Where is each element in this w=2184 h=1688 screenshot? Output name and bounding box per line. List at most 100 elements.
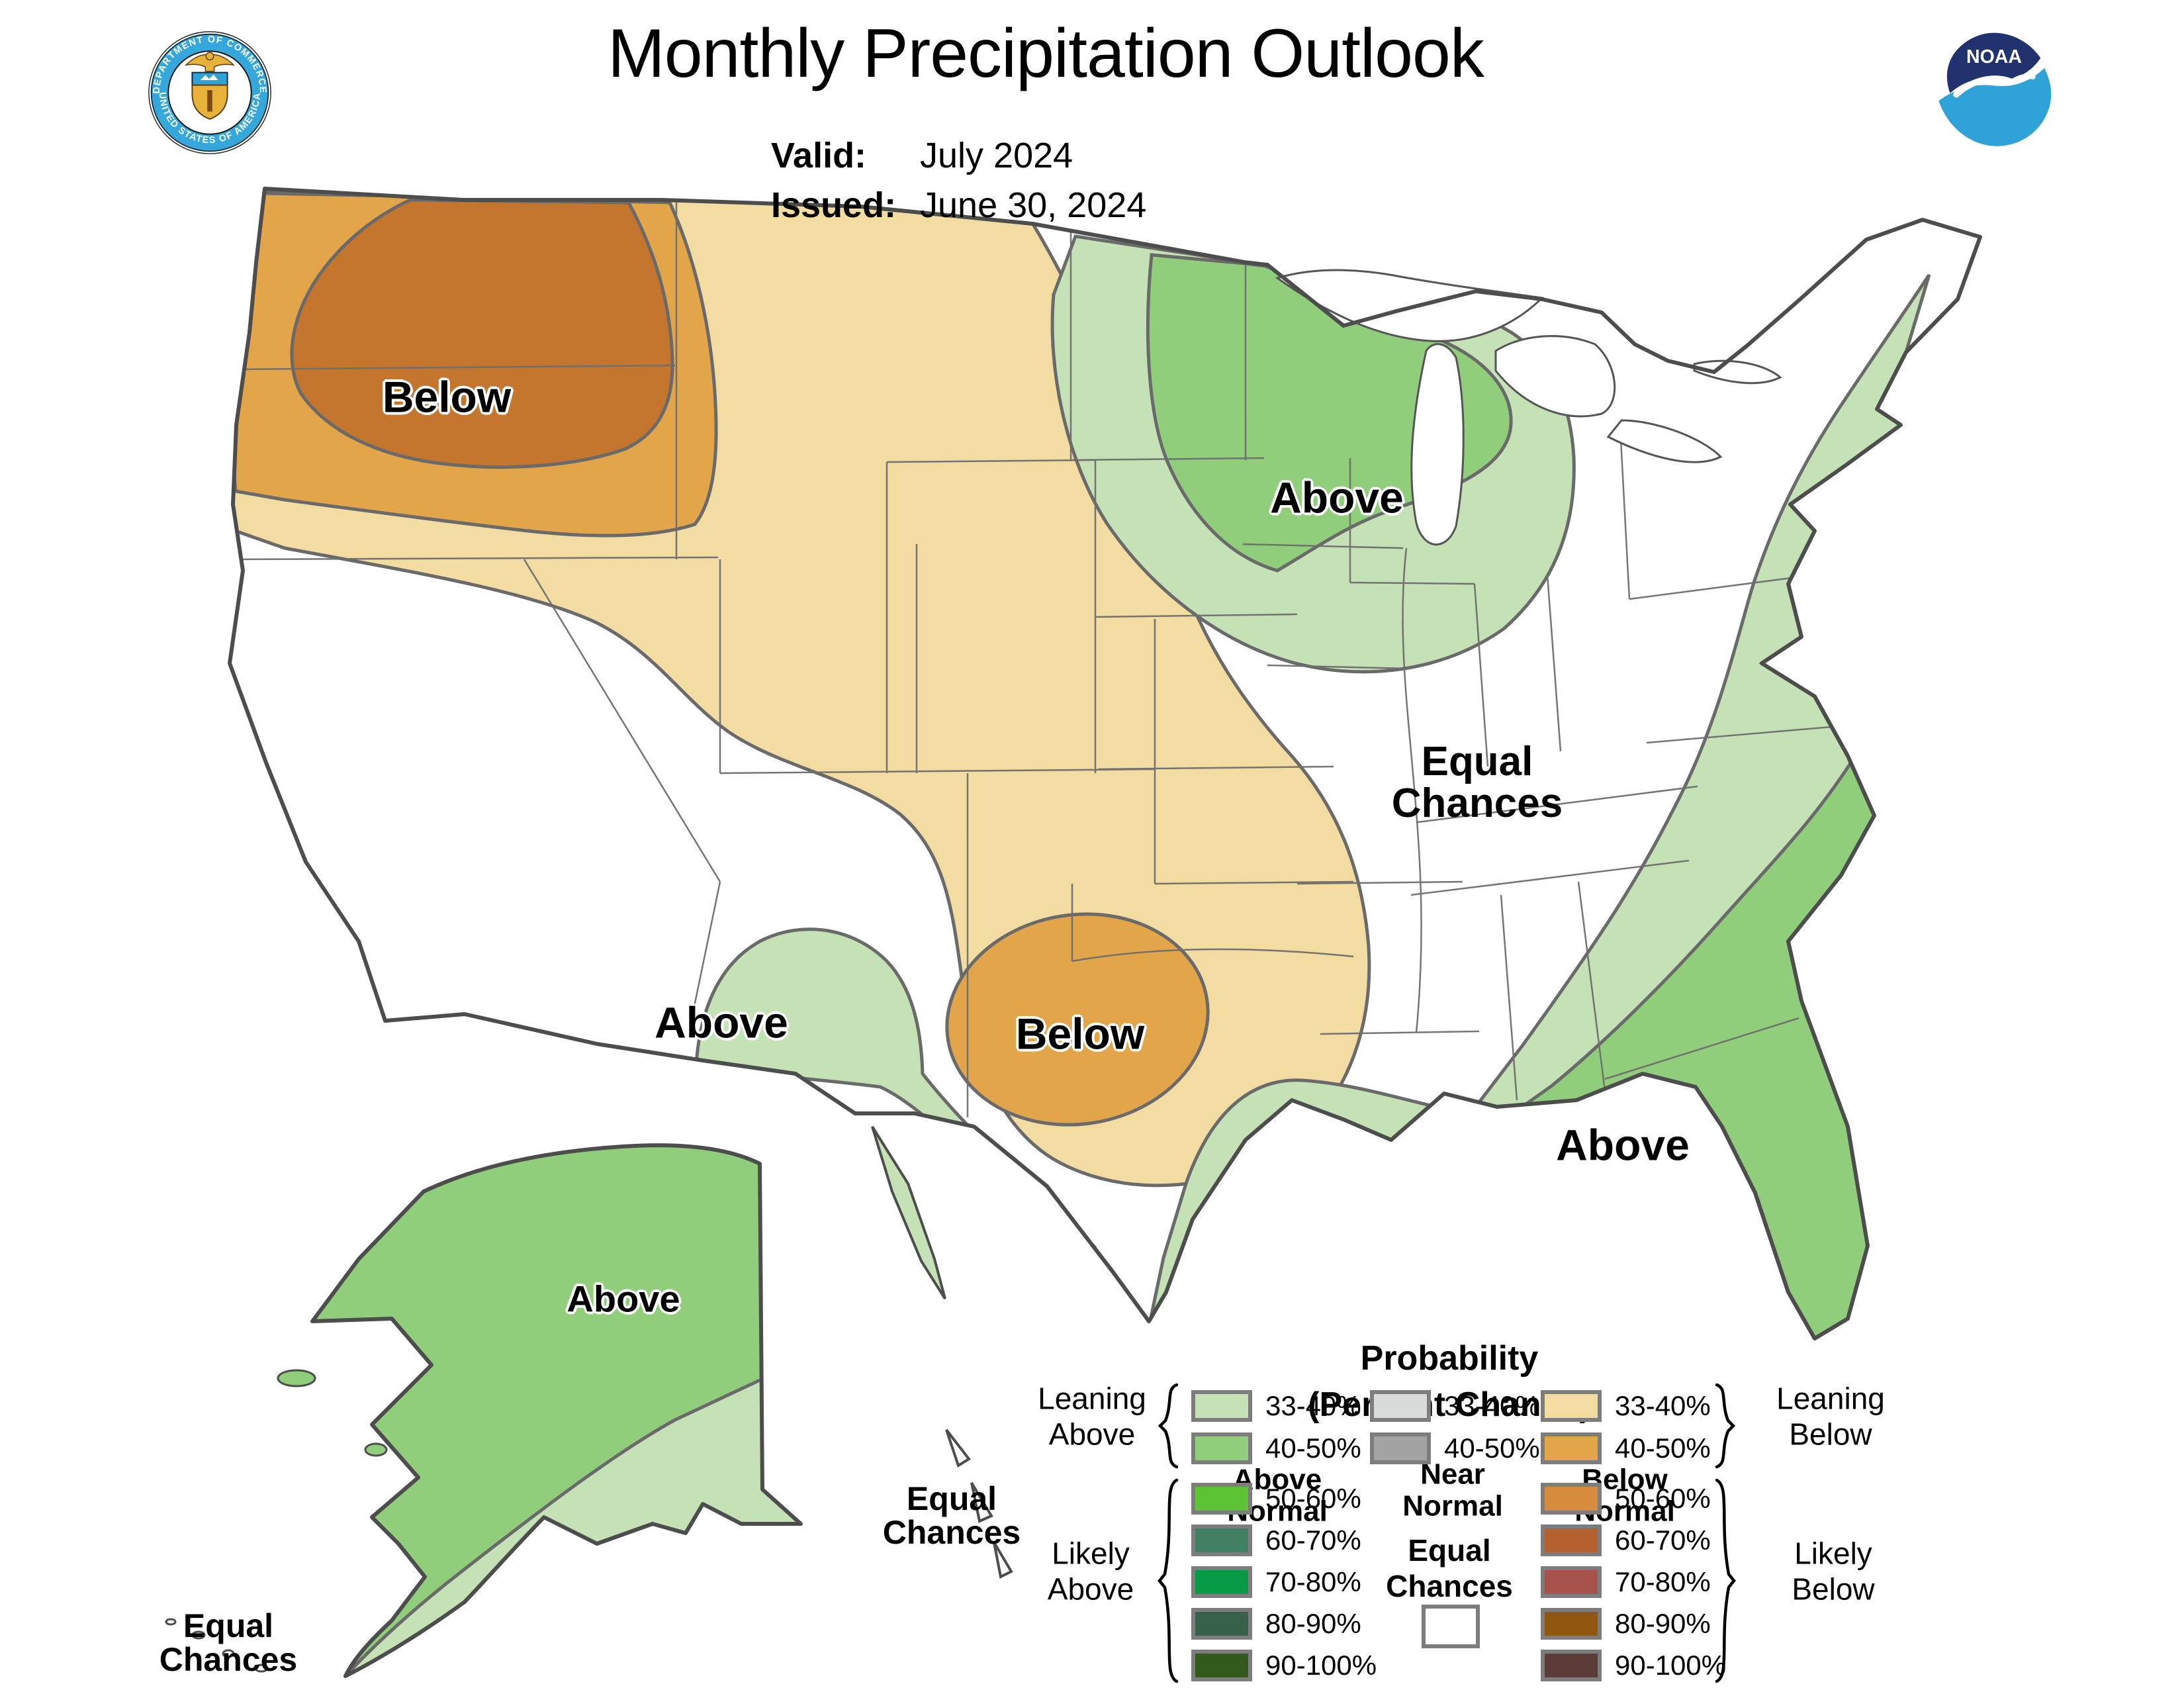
legend-col-near-normal: Near Normal xyxy=(1402,1458,1503,1523)
pct-above-40-50: 40-50% xyxy=(1265,1432,1361,1464)
brace-likely-above-icon xyxy=(1158,1478,1179,1683)
pct-below-60-70: 60-70% xyxy=(1615,1524,1711,1556)
likely-above-line2: Above xyxy=(1047,1572,1134,1607)
swatch-above-90-100 xyxy=(1191,1650,1252,1681)
issued-value: June 30, 2024 xyxy=(920,185,1147,225)
label-equal-chances-ak-panhandle: Equal Chances xyxy=(883,1482,1021,1550)
issued-row: Issued: June 30, 2024 xyxy=(771,181,1146,230)
doc-shield-icon xyxy=(191,71,228,120)
legend-leaning-below: Leaning Below xyxy=(1776,1381,1885,1453)
pct-below-33-40: 33-40% xyxy=(1615,1390,1711,1421)
label-equal-central-line1: Equal xyxy=(1421,738,1533,784)
alaska-above-33-40 xyxy=(345,1380,801,1676)
col-near-line2: Normal xyxy=(1402,1490,1503,1523)
label-equal-chances-aleutians: Equal Chances xyxy=(159,1609,297,1677)
brace-likely-below-icon xyxy=(1715,1478,1736,1683)
valid-row: Valid: July 2024 xyxy=(771,131,1146,181)
noaa-gull-wing-icon xyxy=(2009,73,2036,85)
legend-leaning-above: Leaning Above xyxy=(1038,1381,1146,1453)
label-above-southeast: Above xyxy=(1556,1120,1690,1170)
pct-above-80-90: 80-90% xyxy=(1265,1608,1361,1639)
pct-below-50-60: 50-60% xyxy=(1615,1483,1711,1514)
lake-huron xyxy=(1494,335,1616,418)
great-lakes xyxy=(1275,269,1782,546)
leaning-above-line2: Above xyxy=(1048,1417,1136,1452)
noaa-sky-icon xyxy=(1946,32,2041,93)
label-ec-ak-line2: Chances xyxy=(882,1514,1021,1551)
alaska xyxy=(165,1125,1013,1678)
lake-michigan xyxy=(1410,343,1465,546)
panhandle-archipelago xyxy=(945,1429,1013,1579)
valid-value: July 2024 xyxy=(920,136,1073,175)
pct-below-90-100: 90-100% xyxy=(1615,1650,1727,1681)
alaska-above-40-50 xyxy=(312,1145,801,1676)
label-ec-aleutian-line1: Equal xyxy=(183,1607,274,1644)
lake-ontario xyxy=(1693,359,1782,385)
legend-equal-line2: Chances xyxy=(1386,1569,1513,1603)
swatch-near-33-40 xyxy=(1370,1390,1431,1422)
pct-above-50-60: 50-60% xyxy=(1265,1483,1361,1514)
state-borders xyxy=(231,200,1879,1117)
lake-erie xyxy=(1606,419,1723,463)
pct-below-80-90: 80-90% xyxy=(1615,1608,1711,1639)
region-below-50-60-nw xyxy=(290,198,674,469)
alaska-contour xyxy=(344,1378,761,1677)
doc-eagle-icon xyxy=(184,52,236,72)
label-ec-ak-line1: Equal xyxy=(906,1480,997,1517)
pct-above-70-80: 70-80% xyxy=(1265,1566,1361,1597)
swatch-above-60-70 xyxy=(1191,1524,1252,1556)
label-below-northwest: Below xyxy=(382,372,512,422)
commerce-seal: DEPARTMENT OF COMMERCE UNITED STATES OF … xyxy=(148,31,271,154)
label-equal-central-line2: Chances xyxy=(1391,780,1563,826)
brace-leaning-below-icon xyxy=(1715,1383,1736,1469)
pct-near-40-50: 40-50% xyxy=(1444,1432,1540,1464)
swatch-above-40-50 xyxy=(1191,1432,1252,1464)
aleutian-islands xyxy=(165,1618,269,1673)
leaning-below-line2: Below xyxy=(1789,1417,1872,1452)
swatch-above-80-90 xyxy=(1191,1608,1252,1640)
label-above-southwest: Above xyxy=(655,998,788,1047)
label-above-midwest: Above xyxy=(1270,473,1404,522)
swatch-below-33-40 xyxy=(1541,1390,1602,1422)
noaa-gull-icon xyxy=(1953,75,2015,98)
alaska-outline xyxy=(310,1143,803,1678)
pct-below-40-50: 40-50% xyxy=(1615,1432,1711,1464)
pct-near-33-40: 33-40% xyxy=(1444,1390,1540,1421)
swatch-below-80-90 xyxy=(1541,1608,1602,1640)
label-ec-aleutian-line2: Chances xyxy=(159,1641,298,1678)
swatch-above-50-60 xyxy=(1191,1483,1252,1515)
pct-above-33-40: 33-40% xyxy=(1265,1390,1361,1421)
legend-likely-above: Likely Above xyxy=(1048,1536,1134,1608)
swatch-below-50-60 xyxy=(1541,1483,1602,1515)
pct-above-90-100: 90-100% xyxy=(1265,1650,1377,1681)
noaa-logo-text: NOAA xyxy=(1966,46,2022,68)
legend-likely-below: Likely Below xyxy=(1792,1536,1874,1608)
label-equal-chances-central: Equal Chances xyxy=(1391,738,1563,826)
alaska-panhandle-strip xyxy=(871,1125,946,1300)
pct-above-60-70: 60-70% xyxy=(1265,1524,1361,1556)
valid-label: Valid: xyxy=(771,136,867,175)
region-below-40-50-southcentral xyxy=(945,912,1210,1127)
swatch-above-33-40 xyxy=(1191,1390,1252,1422)
legend-equal-line1: Equal xyxy=(1408,1533,1491,1568)
swatch-above-70-80 xyxy=(1191,1566,1252,1598)
swatch-below-70-80 xyxy=(1541,1566,1602,1598)
issue-block: Valid: July 2024 Issued: June 30, 2024 xyxy=(771,131,1146,230)
label-above-alaska: Above xyxy=(567,1278,680,1320)
likely-above-line1: Likely xyxy=(1052,1536,1130,1571)
likely-below-line2: Below xyxy=(1792,1572,1875,1607)
legend-equal-chances-swatch xyxy=(1422,1605,1480,1648)
label-below-southcentral: Below xyxy=(1015,1009,1145,1058)
pct-below-70-80: 70-80% xyxy=(1615,1566,1711,1597)
leaning-below-line1: Leaning xyxy=(1776,1381,1885,1416)
swatch-below-60-70 xyxy=(1541,1524,1602,1556)
swatch-below-40-50 xyxy=(1541,1432,1602,1464)
col-near-line1: Near xyxy=(1420,1458,1485,1491)
leaning-above-line1: Leaning xyxy=(1038,1381,1146,1416)
alaska-islands xyxy=(277,1369,388,1457)
conus-outline xyxy=(228,187,1982,1340)
swatch-below-90-100 xyxy=(1541,1650,1602,1681)
page-title: Monthly Precipitation Outlook xyxy=(608,15,1484,92)
